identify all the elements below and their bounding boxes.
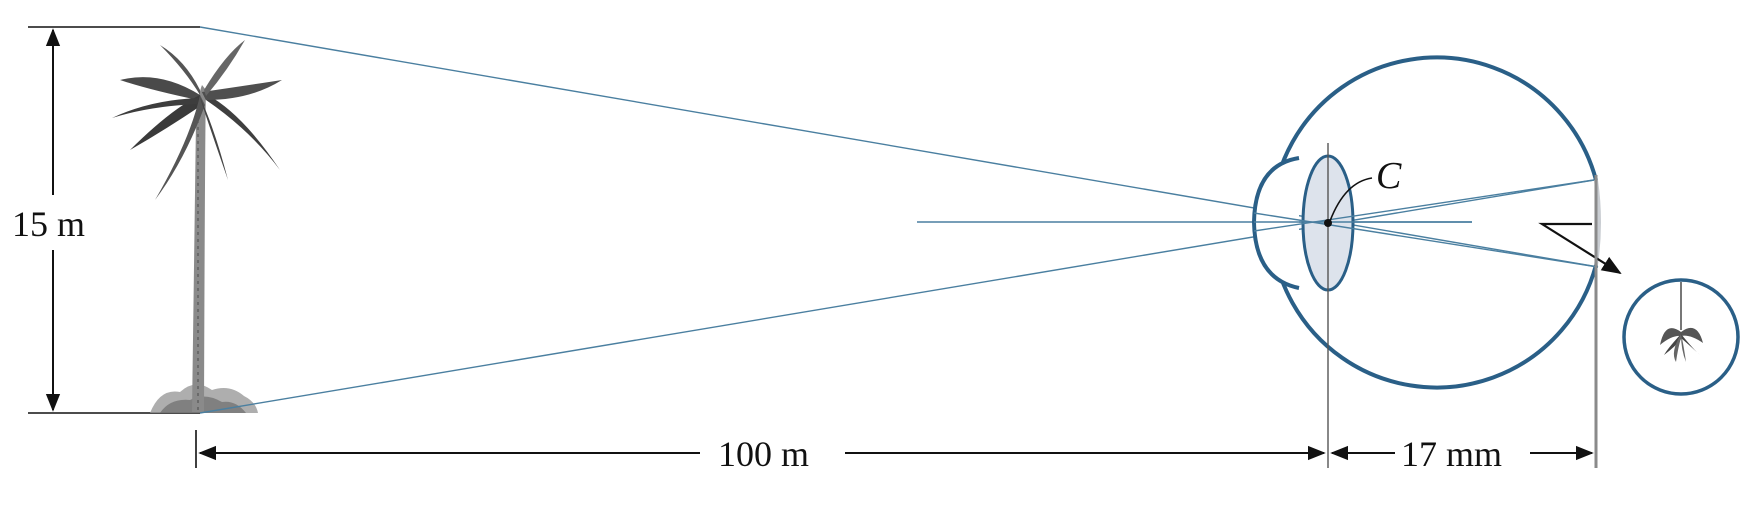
- object-distance-label: 100 m: [718, 434, 809, 474]
- image-distance-dimension: 17 mm: [1330, 434, 1594, 474]
- object-distance-dimension: 100 m: [195, 430, 1326, 474]
- cornea-outline: [1251, 156, 1300, 290]
- image-distance-label: 17 mm: [1401, 434, 1502, 474]
- palm-tree-icon: [112, 40, 282, 413]
- eyeball: C: [1251, 55, 1601, 468]
- callout-arrow: [1538, 222, 1622, 275]
- light-rays: [199, 26, 1599, 414]
- lens-center-label: C: [1376, 155, 1402, 197]
- height-label: 15 m: [12, 204, 85, 244]
- lens-center-leader: [1329, 177, 1373, 222]
- height-dimension: 15 m: [12, 26, 200, 414]
- ray-from-treebase: [199, 179, 1595, 414]
- retinal-image-callout: [1538, 222, 1740, 396]
- inverted-palm-tree-icon: [1660, 282, 1703, 362]
- ray-from-treetop: [199, 26, 1599, 268]
